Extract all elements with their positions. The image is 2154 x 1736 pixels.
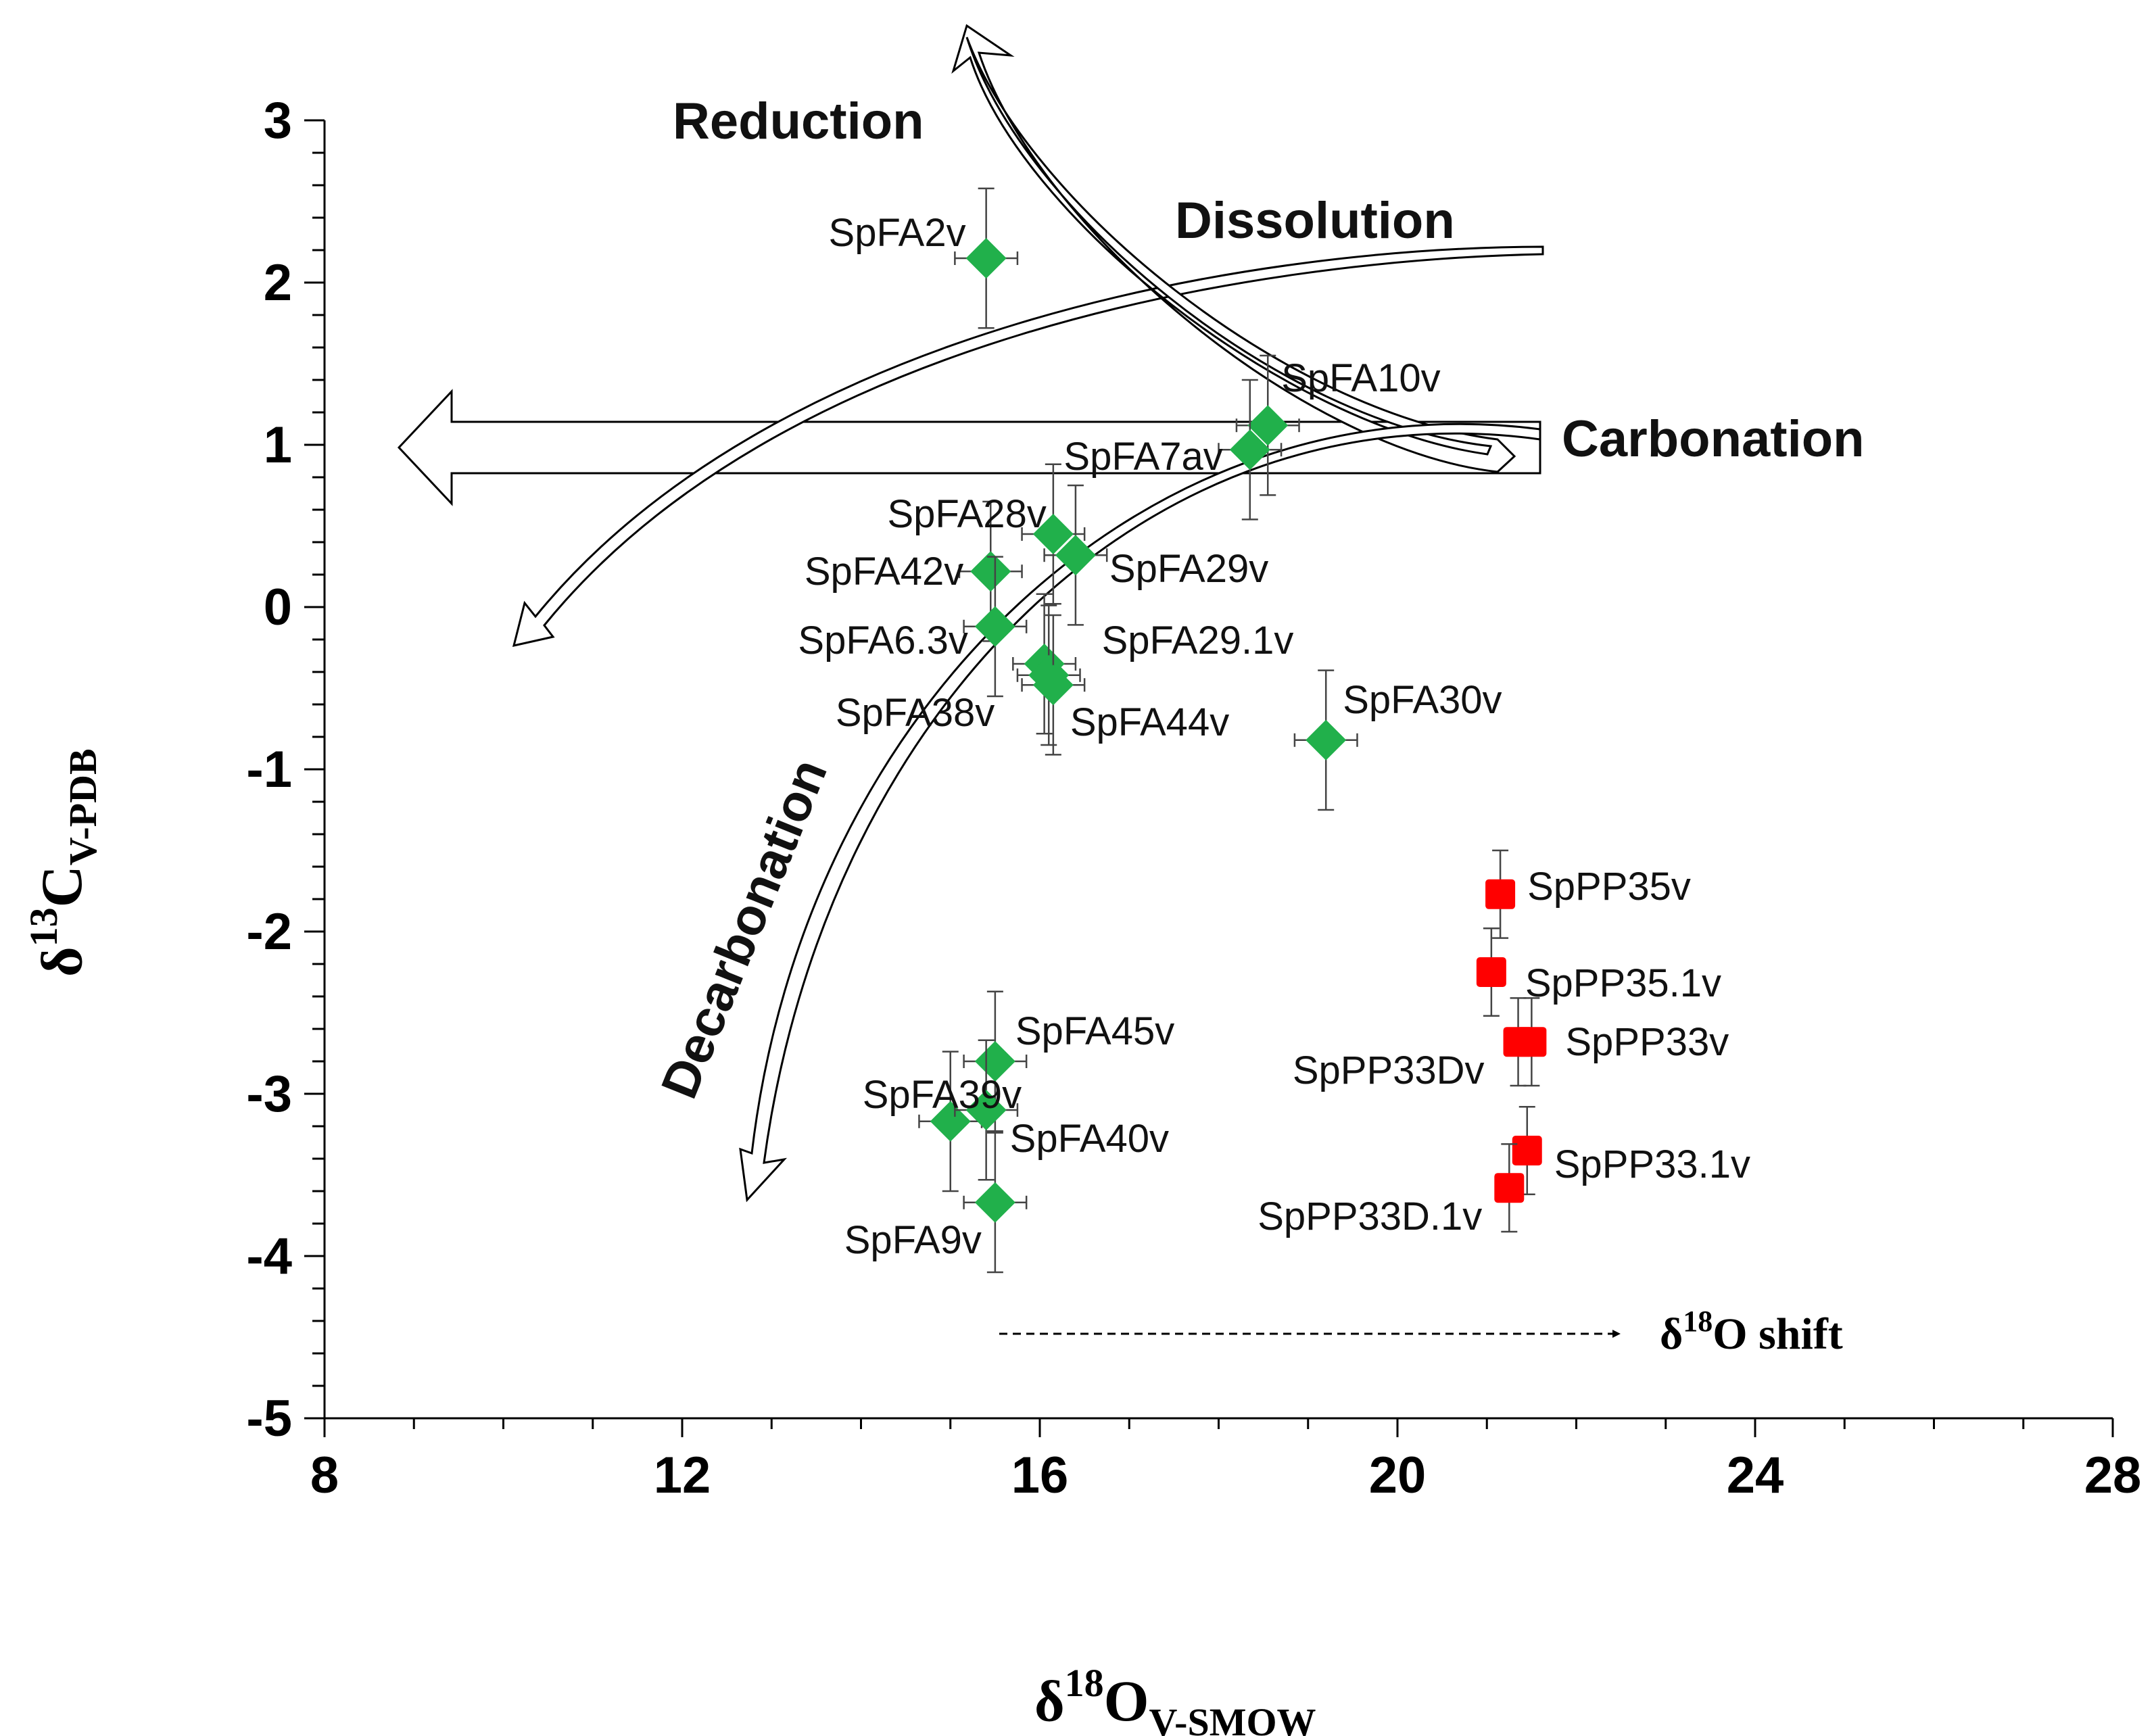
y-tick-label: -4 — [246, 1228, 292, 1285]
point-spfa29v — [1043, 484, 1108, 626]
label-spfa6-3v: SpFA6.3v — [798, 619, 967, 662]
y-axis-title: δ13CV-PDB — [22, 748, 105, 977]
diamond-marker — [974, 1182, 1015, 1223]
point-spfa44v — [1021, 614, 1086, 756]
y-tick-label: -3 — [246, 1065, 292, 1123]
label-spfa45v: SpFA45v — [1015, 1009, 1174, 1053]
process-arrows — [397, 24, 1544, 1203]
label-spfa42v: SpFA42v — [805, 550, 963, 594]
x-tick-label: 24 — [1727, 1447, 1784, 1504]
y-tick-label: 2 — [264, 254, 292, 312]
shift-label: δ18O shift — [1660, 1305, 1843, 1359]
label-spfa10v: SpFA10v — [1281, 356, 1440, 400]
point-sppp33v — [1516, 997, 1547, 1087]
label-spfa44v: SpFA44v — [1070, 700, 1229, 744]
diamond-marker — [965, 238, 1007, 279]
x-tick-label: 16 — [1011, 1447, 1069, 1504]
x-axis-title: δ18OV-SMOW — [1034, 1661, 1316, 1736]
carbonation-arrow — [397, 389, 1541, 506]
carbonation-label: Carbonation — [1562, 410, 1865, 468]
point-sppp35-1v — [1476, 927, 1506, 1017]
x-tick-label: 12 — [654, 1447, 711, 1504]
point-spfa30v — [1293, 669, 1358, 811]
square-marker — [1516, 1027, 1547, 1057]
diamond-marker — [974, 1041, 1015, 1082]
label-spfa40v: SpFA40v — [1010, 1117, 1169, 1161]
label-sppp33-1v: SpPP33.1v — [1554, 1142, 1750, 1186]
decarbonation-arrow — [739, 423, 1541, 1203]
point-sppp33-1v — [1512, 1105, 1542, 1196]
diamond-marker — [1247, 405, 1289, 446]
square-marker — [1476, 957, 1506, 987]
dissolution-arrow — [512, 245, 1544, 647]
label-spfa38v: SpFA38v — [836, 691, 995, 735]
point-spfa40v — [954, 1039, 1019, 1181]
point-spfa39v — [918, 1051, 983, 1192]
data-points — [918, 187, 1547, 1274]
label-spfa7av: SpFA7av — [1063, 435, 1222, 479]
label-spfa28v: SpFA28v — [887, 492, 1046, 536]
point-labels: SpFA2v SpFA10v SpFA7av SpFA28v SpFA29v SpFA42… — [798, 211, 1750, 1262]
y-tick-label: 3 — [264, 92, 292, 149]
reduction-arrow — [951, 24, 1516, 473]
diamond-marker — [1032, 665, 1074, 706]
x-tick-label: 20 — [1369, 1447, 1427, 1504]
point-sppp35v — [1485, 849, 1516, 939]
y-tick-label: -2 — [246, 903, 292, 961]
y-tick-label: -5 — [246, 1390, 292, 1447]
label-sppp35-1v: SpPP35.1v — [1525, 961, 1721, 1005]
label-spfa39v: SpFA39v — [863, 1073, 1022, 1117]
diamond-marker — [930, 1101, 971, 1142]
label-sppp33d-1v: SpPP33D.1v — [1258, 1195, 1482, 1238]
diamond-marker — [1306, 719, 1347, 761]
x-tick-label: 8 — [310, 1447, 339, 1504]
diamond-marker — [970, 551, 1011, 592]
square-marker — [1485, 879, 1516, 909]
square-marker — [1512, 1136, 1542, 1165]
label-spfa29v: SpFA29v — [1109, 547, 1268, 591]
point-spfa45v — [963, 990, 1028, 1132]
point-spfa28v — [1021, 463, 1086, 605]
point-spfa6-3v — [963, 556, 1028, 698]
label-sppp35v: SpPP35v — [1527, 865, 1691, 909]
label-spfa2v: SpFA2v — [829, 211, 966, 255]
y-tick-label: -1 — [246, 741, 292, 798]
x-tick-label: 28 — [2084, 1447, 2142, 1504]
point-spfa7av — [1218, 379, 1283, 521]
point-spfa9v — [963, 1132, 1028, 1274]
dissolution-label: Dissolution — [1175, 192, 1455, 249]
reduction-label: Reduction — [673, 93, 924, 150]
y-tick-label: 1 — [264, 416, 292, 474]
label-sppp33dv: SpPP33Dv — [1293, 1048, 1485, 1092]
point-spfa10v — [1235, 354, 1300, 496]
point-sppp33d-1v — [1494, 1143, 1525, 1233]
diamond-marker — [1229, 429, 1270, 471]
diamond-marker — [965, 1090, 1007, 1130]
diamond-marker — [1055, 535, 1096, 576]
label-spfa29-1v: SpFA29.1v — [1102, 619, 1294, 662]
label-spfa9v: SpFA9v — [844, 1218, 982, 1262]
diamond-marker — [974, 606, 1015, 647]
label-sppp33v: SpPP33v — [1565, 1020, 1729, 1064]
diamond-marker — [1032, 514, 1074, 554]
y-tick-label: 0 — [264, 579, 292, 636]
label-spfa30v: SpFA30v — [1343, 678, 1502, 722]
point-spfa2v — [954, 187, 1019, 329]
square-marker — [1494, 1173, 1525, 1203]
